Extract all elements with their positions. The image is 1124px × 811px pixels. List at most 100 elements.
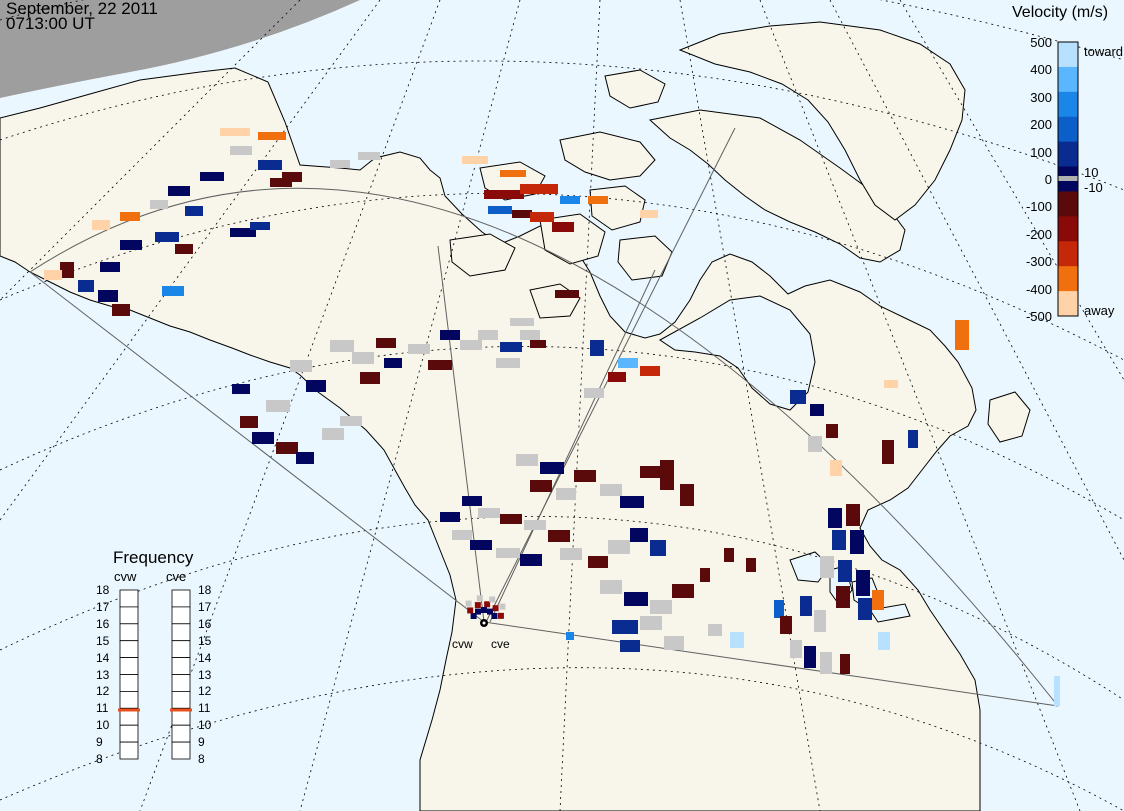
- frequency-tick-label: 16: [96, 616, 110, 631]
- velocity-cell: [600, 580, 622, 594]
- velocity-cell: [185, 206, 203, 216]
- velocity-cell: [1054, 676, 1060, 706]
- frequency-tick-label: 12: [198, 684, 212, 699]
- velocity-colorbar: [1057, 41, 1079, 317]
- velocity-cell: [830, 460, 842, 476]
- frequency-tick-label: 14: [96, 650, 110, 665]
- velocity-tick-label: -500: [1025, 309, 1052, 324]
- velocity-cell: [384, 358, 402, 368]
- velocity-cell: [100, 262, 120, 272]
- velocity-tick-label: 300: [1030, 89, 1052, 105]
- velocity-cell: [608, 372, 626, 382]
- frequency-radar-cvw: cvw: [114, 569, 137, 584]
- frequency-tick-label: 17: [198, 599, 212, 614]
- frequency-tick-label: 9: [96, 735, 103, 750]
- velocity-cell: [828, 508, 842, 528]
- velocity-cell: [540, 462, 564, 474]
- velocity-cell: [524, 520, 546, 530]
- station-markers: [480, 619, 488, 627]
- velocity-cell: [574, 470, 596, 482]
- frequency-cell: [119, 657, 139, 675]
- date-label: September, 22 2011: [6, 0, 158, 18]
- frequency-title: Frequency: [113, 548, 194, 567]
- velocity-cell: [530, 480, 552, 492]
- fov-east-edge: [483, 621, 1059, 707]
- latitude-line-1: [0, 60, 1124, 191]
- velocity-cell: [250, 222, 270, 230]
- velocity-cell: [908, 430, 918, 448]
- frequency-tick-label: 10: [96, 718, 110, 733]
- velocity-cell: [200, 172, 224, 181]
- velocity-cell: [832, 530, 846, 550]
- frequency-cell: [119, 691, 139, 709]
- velocity-cell: [552, 222, 574, 232]
- frequency-cell: [171, 606, 191, 625]
- landmass-10: [604, 69, 666, 109]
- velocity-cell: [730, 632, 744, 648]
- velocity-cell: [475, 608, 481, 615]
- velocity-cell: [530, 340, 546, 348]
- velocity-cell: [499, 603, 506, 610]
- velocity-cell: [330, 340, 354, 352]
- velocity-cell: [620, 496, 644, 508]
- velocity-cell: [640, 210, 658, 218]
- colorbar-frame: [1057, 41, 1079, 317]
- velocity-cell: [60, 262, 74, 278]
- velocity-cell: [650, 540, 666, 556]
- time-label: 0713:00 UT: [6, 14, 95, 33]
- velocity-cell: [820, 556, 834, 578]
- velocity-cell: [520, 184, 558, 194]
- velocity-cell: [358, 152, 380, 160]
- frequency-cell: [171, 623, 191, 642]
- velocity-cell: [820, 652, 832, 674]
- velocity-cell: [340, 416, 362, 426]
- velocity-cell: [556, 488, 576, 500]
- velocity-cell: [624, 592, 648, 606]
- velocity-tick-minus10: -10: [1084, 180, 1103, 195]
- velocity-cell: [640, 616, 662, 630]
- frequency-radar-cve: cve: [166, 569, 187, 584]
- velocity-cell: [510, 318, 534, 326]
- velocity-cell: [530, 212, 554, 222]
- velocity-cell: [800, 596, 812, 616]
- frequency-tick-label: 10: [198, 718, 212, 733]
- velocity-cell: [175, 244, 193, 254]
- frequency-tick-label: 17: [96, 599, 110, 614]
- velocity-cell: [376, 338, 396, 348]
- frequency-tick-label: 9: [198, 735, 205, 750]
- velocity-cell: [555, 290, 579, 298]
- frequency-tick-label: 18: [96, 583, 110, 597]
- velocity-cell: [846, 504, 860, 526]
- velocity-cell: [856, 570, 870, 596]
- velocity-cell: [882, 440, 894, 464]
- frequency-cell: [119, 640, 139, 659]
- velocity-cell: [258, 132, 286, 140]
- night-terminator: [0, 0, 360, 98]
- velocity-cell: [804, 646, 816, 668]
- velocity-cell: [290, 360, 312, 372]
- velocity-cell: [240, 416, 258, 428]
- landmass-8: [449, 233, 516, 277]
- velocity-cell: [470, 613, 477, 619]
- velocity-cells: [44, 128, 1060, 706]
- velocity-cell: [276, 442, 298, 454]
- velocity-cell: [600, 484, 622, 496]
- velocity-cell: [840, 654, 850, 674]
- velocity-cell: [462, 156, 488, 164]
- frequency-tick-label: 13: [96, 667, 110, 682]
- velocity-cell: [120, 212, 140, 221]
- velocity-cell: [814, 610, 826, 632]
- velocity-cell: [78, 280, 94, 292]
- velocity-cell: [470, 540, 492, 550]
- velocity-cell: [590, 340, 604, 356]
- velocity-cell: [491, 613, 498, 619]
- meridian-1: [299, 0, 521, 811]
- velocity-cell: [700, 568, 710, 582]
- velocity-cell: [155, 232, 179, 242]
- velocity-cell: [440, 512, 460, 522]
- velocity-cell: [330, 160, 350, 168]
- velocity-cell: [266, 400, 290, 412]
- frequency-cell: [171, 674, 191, 692]
- velocity-cell: [708, 624, 722, 636]
- velocity-tick-label: 0: [1044, 172, 1052, 187]
